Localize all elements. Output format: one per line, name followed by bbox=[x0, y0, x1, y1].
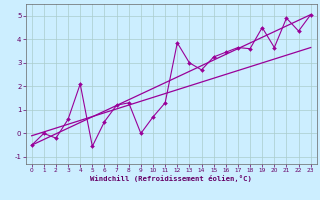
X-axis label: Windchill (Refroidissement éolien,°C): Windchill (Refroidissement éolien,°C) bbox=[90, 175, 252, 182]
